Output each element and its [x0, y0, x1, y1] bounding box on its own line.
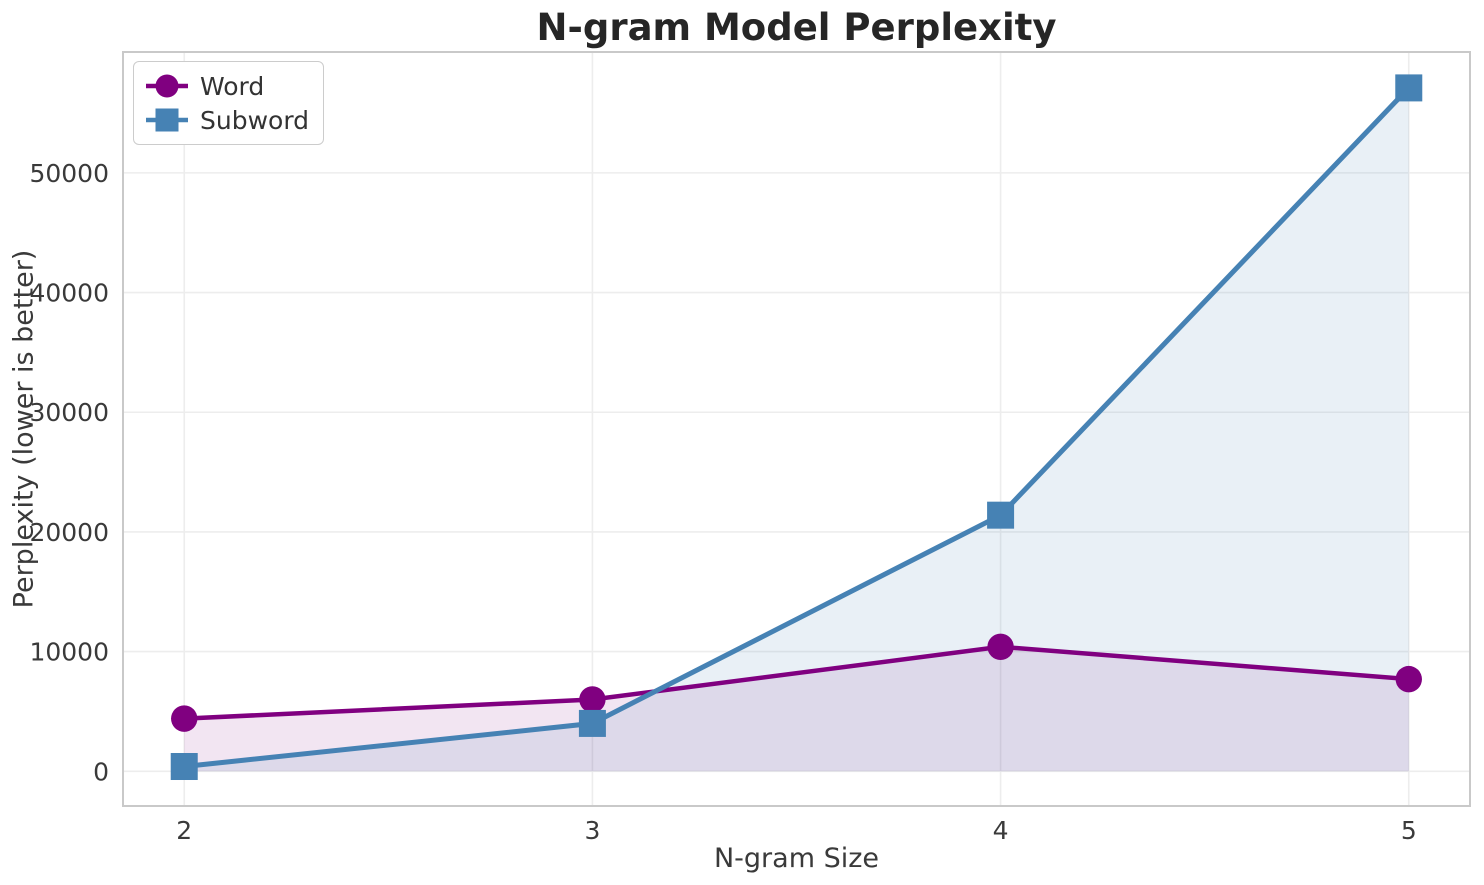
y-tick-label: 20000 [29, 518, 109, 547]
subword-data-point [1395, 74, 1423, 102]
y-tick-labels: 0 10000 20000 30000 40000 50000 [29, 159, 109, 786]
y-tick-label: 0 [93, 757, 109, 786]
x-tick-labels: 2 3 4 5 [176, 816, 1416, 845]
word-area-fill [184, 646, 1409, 772]
word-line [181, 644, 1412, 721]
x-axis-label: N-gram Size [713, 843, 880, 874]
y-tick-label: 10000 [29, 638, 109, 667]
plot-area [123, 52, 1470, 806]
y-tick-label: 40000 [29, 279, 109, 308]
x-tick-label: 5 [1401, 816, 1417, 845]
subword-series-marker-icon [146, 108, 188, 132]
y-tick-label: 30000 [29, 398, 109, 427]
word-data-point [579, 686, 606, 713]
subword-series [170, 74, 1423, 781]
subword-area-fill [184, 87, 1409, 772]
x-tick-label: 2 [176, 816, 192, 845]
legend: Word Subword [133, 61, 325, 145]
word-data-point [1395, 665, 1422, 693]
subword-data-point [578, 709, 606, 737]
plot-border [122, 51, 1471, 807]
legend-item-subword: Subword [144, 105, 309, 135]
legend-label-word: Word [200, 71, 265, 101]
y-tick-label: 50000 [29, 159, 109, 188]
legend-label-subword: Subword [200, 105, 310, 135]
legend-item-word: Word [144, 71, 309, 101]
y-axis-label: Perplexity (lower is better) [8, 249, 40, 609]
subword-line [181, 85, 1412, 770]
word-data-point [171, 705, 198, 732]
subword-data-point [170, 753, 198, 781]
x-tick-label: 4 [993, 816, 1009, 845]
chart-title: N-gram Model Perplexity [536, 6, 1057, 49]
x-tick-label: 3 [584, 816, 600, 845]
subword-data-point [987, 501, 1015, 529]
word-series [171, 633, 1422, 732]
word-data-point [987, 633, 1014, 661]
word-series-marker-icon [146, 74, 188, 98]
